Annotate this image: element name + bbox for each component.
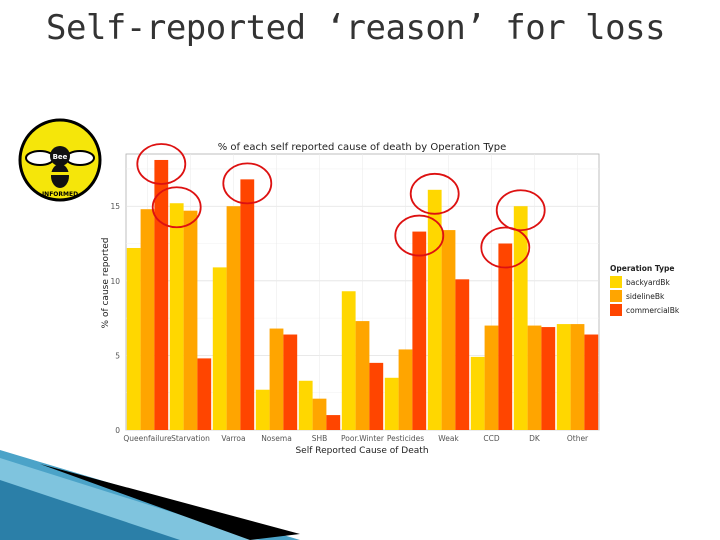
x-tick-label: Weak xyxy=(438,434,459,443)
bar xyxy=(369,362,384,430)
bar xyxy=(384,377,399,430)
x-tick-label: DK xyxy=(529,434,541,443)
x-axis: Queenfailure Starvation Varroa Nosema SHB Poo… xyxy=(123,434,589,443)
legend-label: commercialBk xyxy=(626,306,680,315)
x-tick-label: Queenfailure xyxy=(123,434,172,443)
logo-bottom-text: INFORMED xyxy=(42,191,78,198)
bar xyxy=(412,231,427,430)
bar xyxy=(298,380,313,430)
x-tick-label: Other xyxy=(567,434,589,443)
x-tick-label: CCD xyxy=(483,434,499,443)
legend-swatch xyxy=(610,290,622,302)
x-tick-label: Starvation xyxy=(171,434,210,443)
bar xyxy=(283,334,298,430)
bar xyxy=(498,243,513,430)
highlight-circle xyxy=(480,226,531,269)
bee-informed-logo-icon: Bee INFORMED xyxy=(18,118,102,202)
highlight-circle xyxy=(136,143,187,185)
cause-of-death-chart: % of each self reported cause of death b… xyxy=(101,142,680,456)
highlight-circle xyxy=(151,186,202,229)
slide-title: Self-reported ‘reason’ for loss xyxy=(46,8,666,48)
x-tick-label: SHB xyxy=(312,434,328,443)
bar xyxy=(455,279,470,430)
bar xyxy=(341,291,356,430)
x-tick-label: Varroa xyxy=(221,434,245,443)
legend: Operation Type backyardBk sidelineBk commer… xyxy=(610,264,680,316)
legend-swatch xyxy=(610,304,622,316)
y-tick-label: 0 xyxy=(115,426,120,435)
bar xyxy=(154,159,169,430)
highlight-circle xyxy=(409,172,460,215)
x-tick-label: Nosema xyxy=(261,434,292,443)
bar xyxy=(527,325,542,430)
bar xyxy=(255,389,270,430)
bar-group xyxy=(126,159,599,430)
y-axis-label: % of cause reported xyxy=(101,238,111,329)
highlight-circle xyxy=(495,189,546,232)
y-tick-label: 15 xyxy=(110,202,120,211)
bar xyxy=(556,324,571,430)
bar xyxy=(140,209,155,430)
y-axis: 0 5 10 15 xyxy=(110,202,120,435)
x-tick-label: Poor.Winter xyxy=(341,434,385,443)
bar xyxy=(226,206,241,430)
bar xyxy=(183,210,198,430)
bar xyxy=(513,206,528,430)
chart-title: % of each self reported cause of death b… xyxy=(218,142,507,153)
bar xyxy=(197,358,212,430)
bar xyxy=(484,325,499,430)
legend-swatch xyxy=(610,276,622,288)
bar xyxy=(126,247,141,430)
x-axis-label: Self Reported Cause of Death xyxy=(295,446,428,456)
bar xyxy=(570,324,585,430)
bar xyxy=(169,203,184,430)
bar xyxy=(441,230,456,430)
bar xyxy=(470,356,485,430)
highlight-circle xyxy=(394,214,445,257)
bar xyxy=(269,328,284,430)
legend-label: backyardBk xyxy=(626,278,670,287)
bar xyxy=(326,415,341,430)
logo-top-text: Bee xyxy=(53,153,68,161)
bar xyxy=(312,398,327,430)
slide-decoration xyxy=(0,450,300,540)
highlight-circles xyxy=(136,143,546,269)
bar xyxy=(212,267,227,430)
bar xyxy=(355,321,370,430)
y-tick-label: 5 xyxy=(115,351,120,360)
bar xyxy=(427,189,442,430)
bar xyxy=(240,179,255,430)
bar xyxy=(584,334,599,430)
x-tick-label: Pesticides xyxy=(387,434,424,443)
y-tick-label: 10 xyxy=(110,277,120,286)
legend-label: sidelineBk xyxy=(626,292,665,301)
highlight-circle xyxy=(222,162,273,205)
bar xyxy=(541,327,556,430)
legend-title: Operation Type xyxy=(610,264,674,273)
bar xyxy=(398,349,413,430)
